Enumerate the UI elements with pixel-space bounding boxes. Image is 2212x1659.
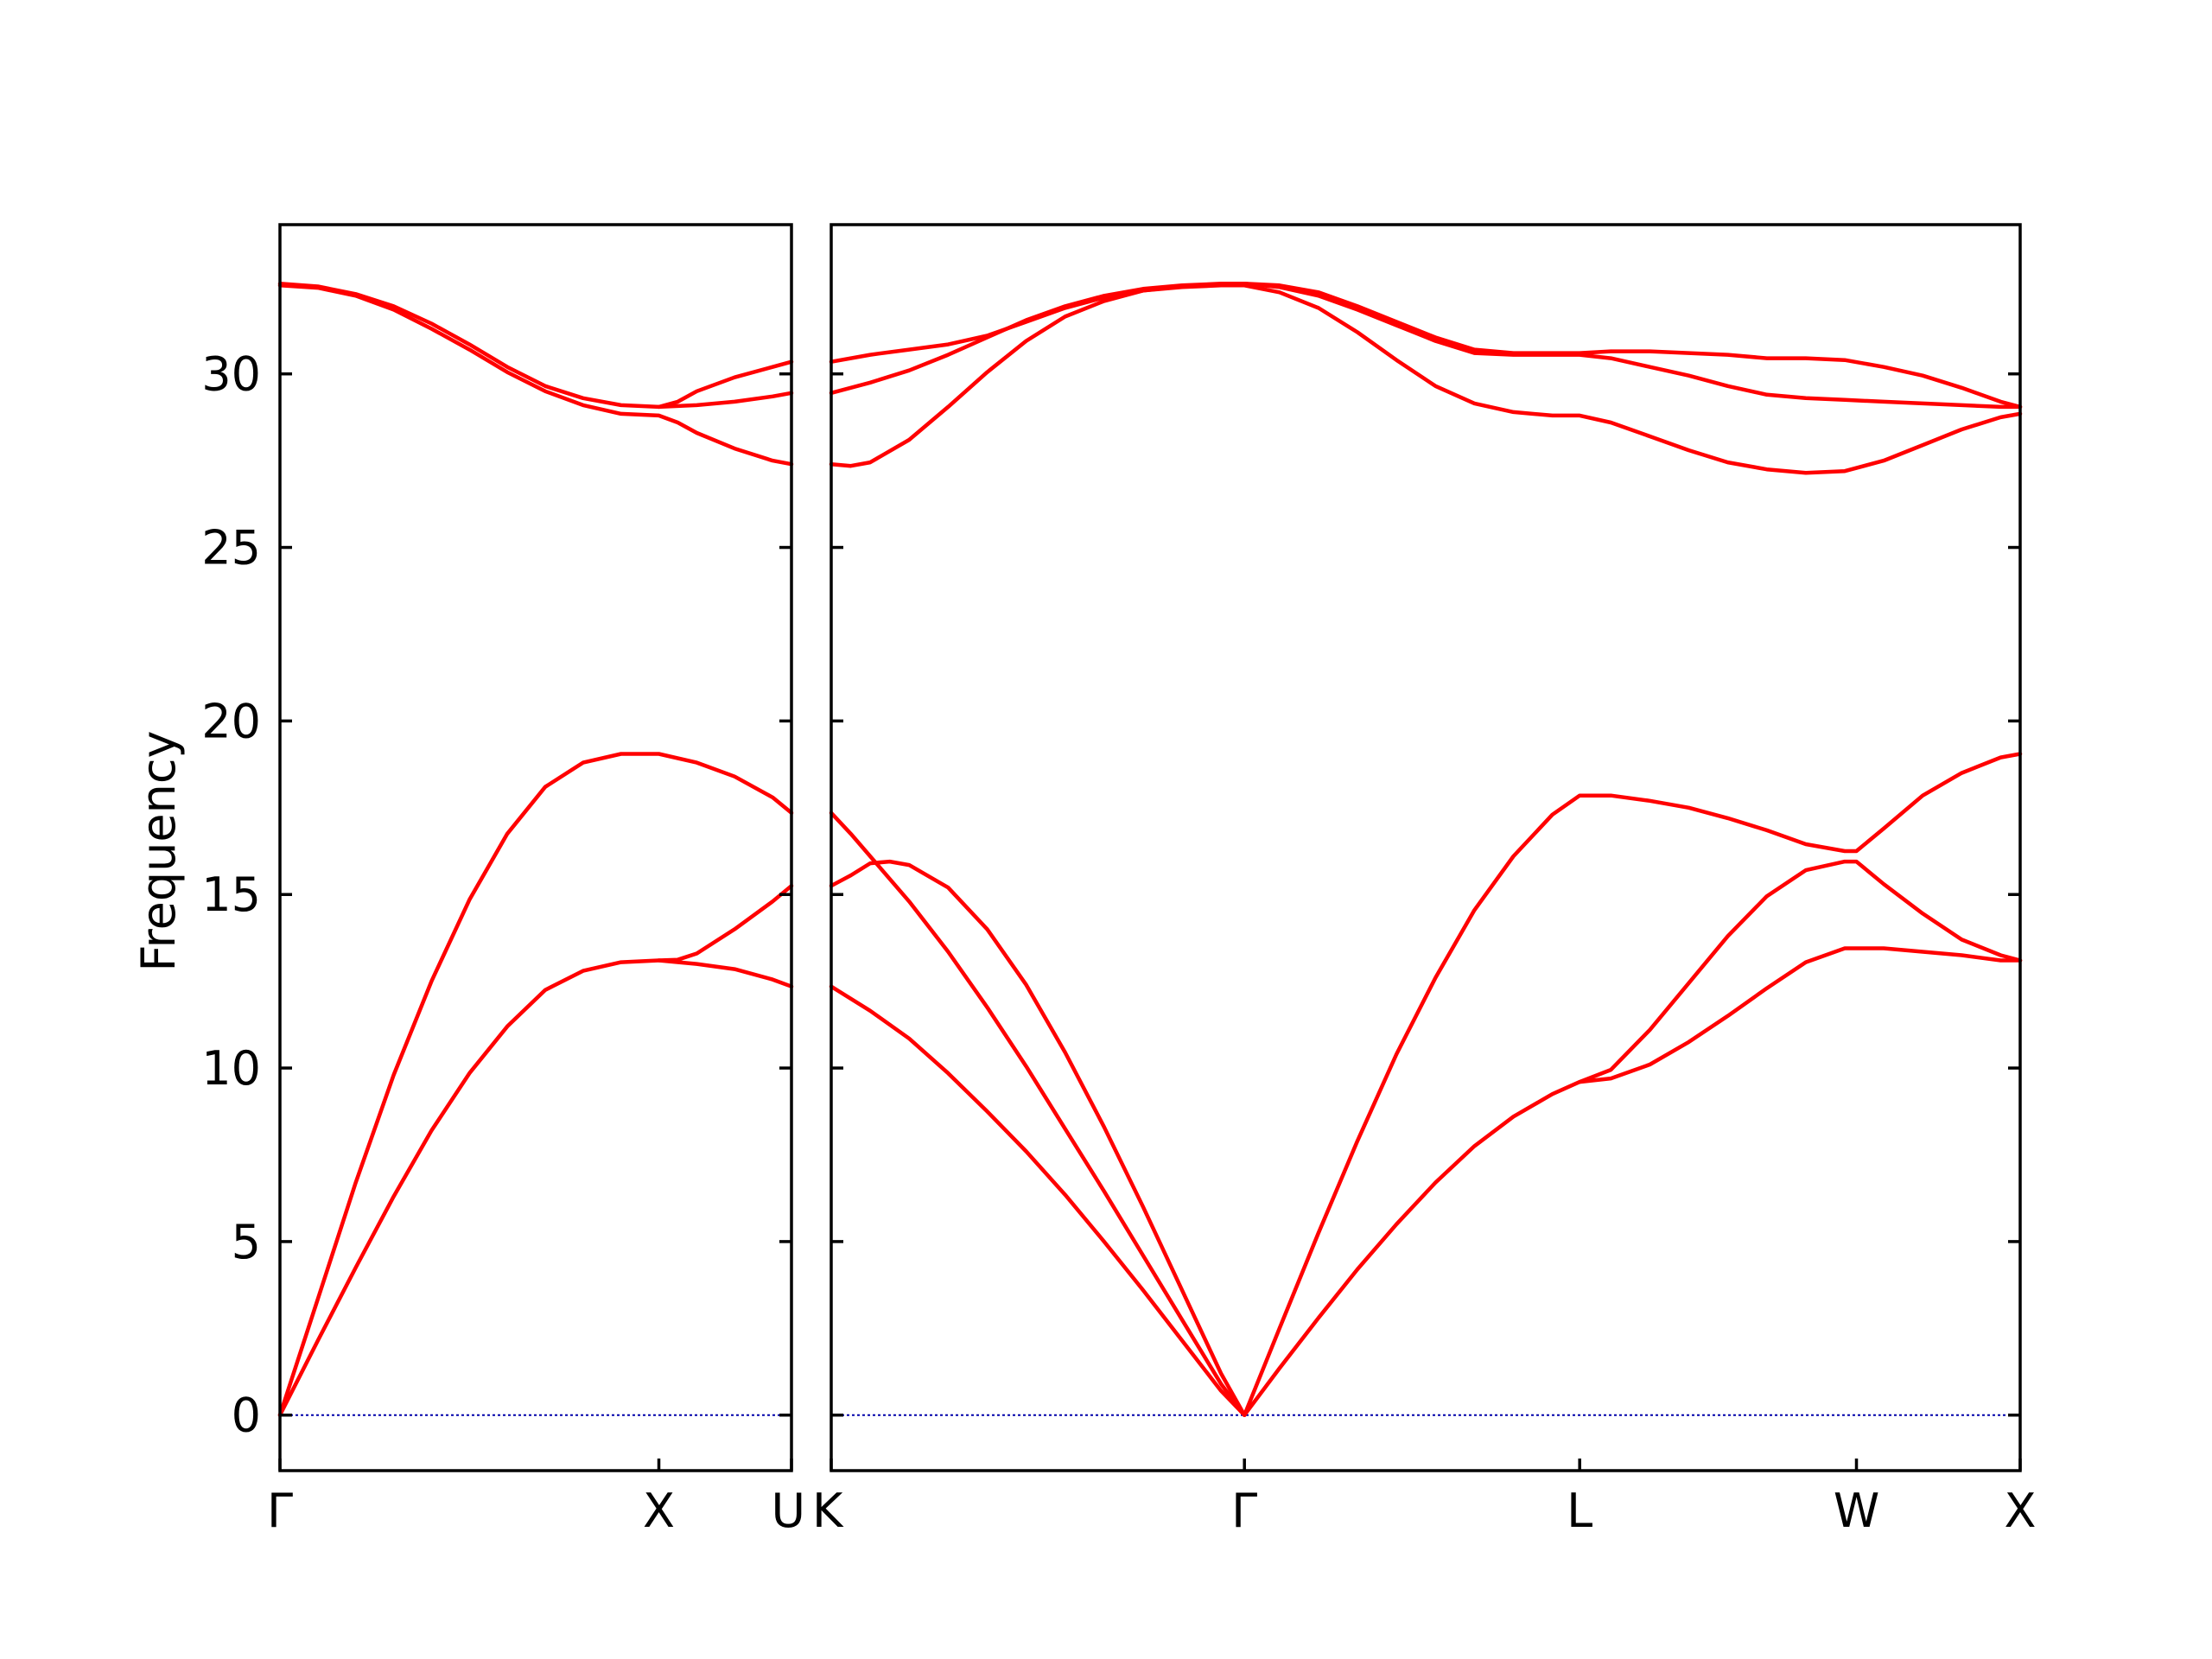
x-tick-label-right: L [1567, 1484, 1592, 1538]
x-tick-label-left: Γ [267, 1484, 293, 1538]
x-tick-label-right: X [2005, 1484, 2037, 1538]
right-band-2 [829, 810, 1247, 1417]
axis-ticks [278, 372, 2022, 1471]
panel-frames [278, 223, 2022, 1472]
y-tick-label: 10 [201, 1041, 261, 1096]
right-band-7 [829, 283, 2023, 475]
y-tick-label: 15 [201, 868, 261, 922]
left-band-1 [277, 883, 794, 1417]
y-tick-label: 20 [201, 694, 261, 748]
right-band-4 [1242, 946, 2023, 1417]
left-panel-frame [278, 223, 793, 1472]
x-tick-label-right: Γ [1231, 1484, 1257, 1538]
y-tick-label: 5 [232, 1215, 261, 1269]
right-band-5 [1242, 752, 2023, 1417]
band-lines [277, 282, 2023, 1417]
y-tick-label: 0 [232, 1389, 261, 1443]
x-tick-label-right: K [812, 1484, 844, 1538]
left-band-6 [657, 359, 794, 410]
right-band-6 [1577, 859, 2023, 1084]
right-band-1 [829, 984, 1247, 1417]
y-tick-label: 25 [201, 521, 261, 575]
right-panel-frame [830, 223, 2022, 1472]
x-tick-label-right: W [1834, 1484, 1879, 1538]
tick-labels: 0 5 10 15 20 25 30 Γ X U K Γ L W X [201, 347, 2036, 1538]
right-band-3 [829, 859, 1247, 1417]
right-band-9 [829, 282, 2023, 410]
left-band-5 [277, 282, 794, 410]
left-band-3 [657, 958, 794, 988]
x-tick-label-left: X [643, 1484, 675, 1538]
y-axis-label: Frequency [131, 731, 186, 972]
left-band-4 [277, 283, 794, 467]
x-tick-label-left: U [771, 1484, 805, 1538]
y-tick-label: 30 [201, 347, 261, 402]
left-band-2 [277, 752, 794, 1417]
